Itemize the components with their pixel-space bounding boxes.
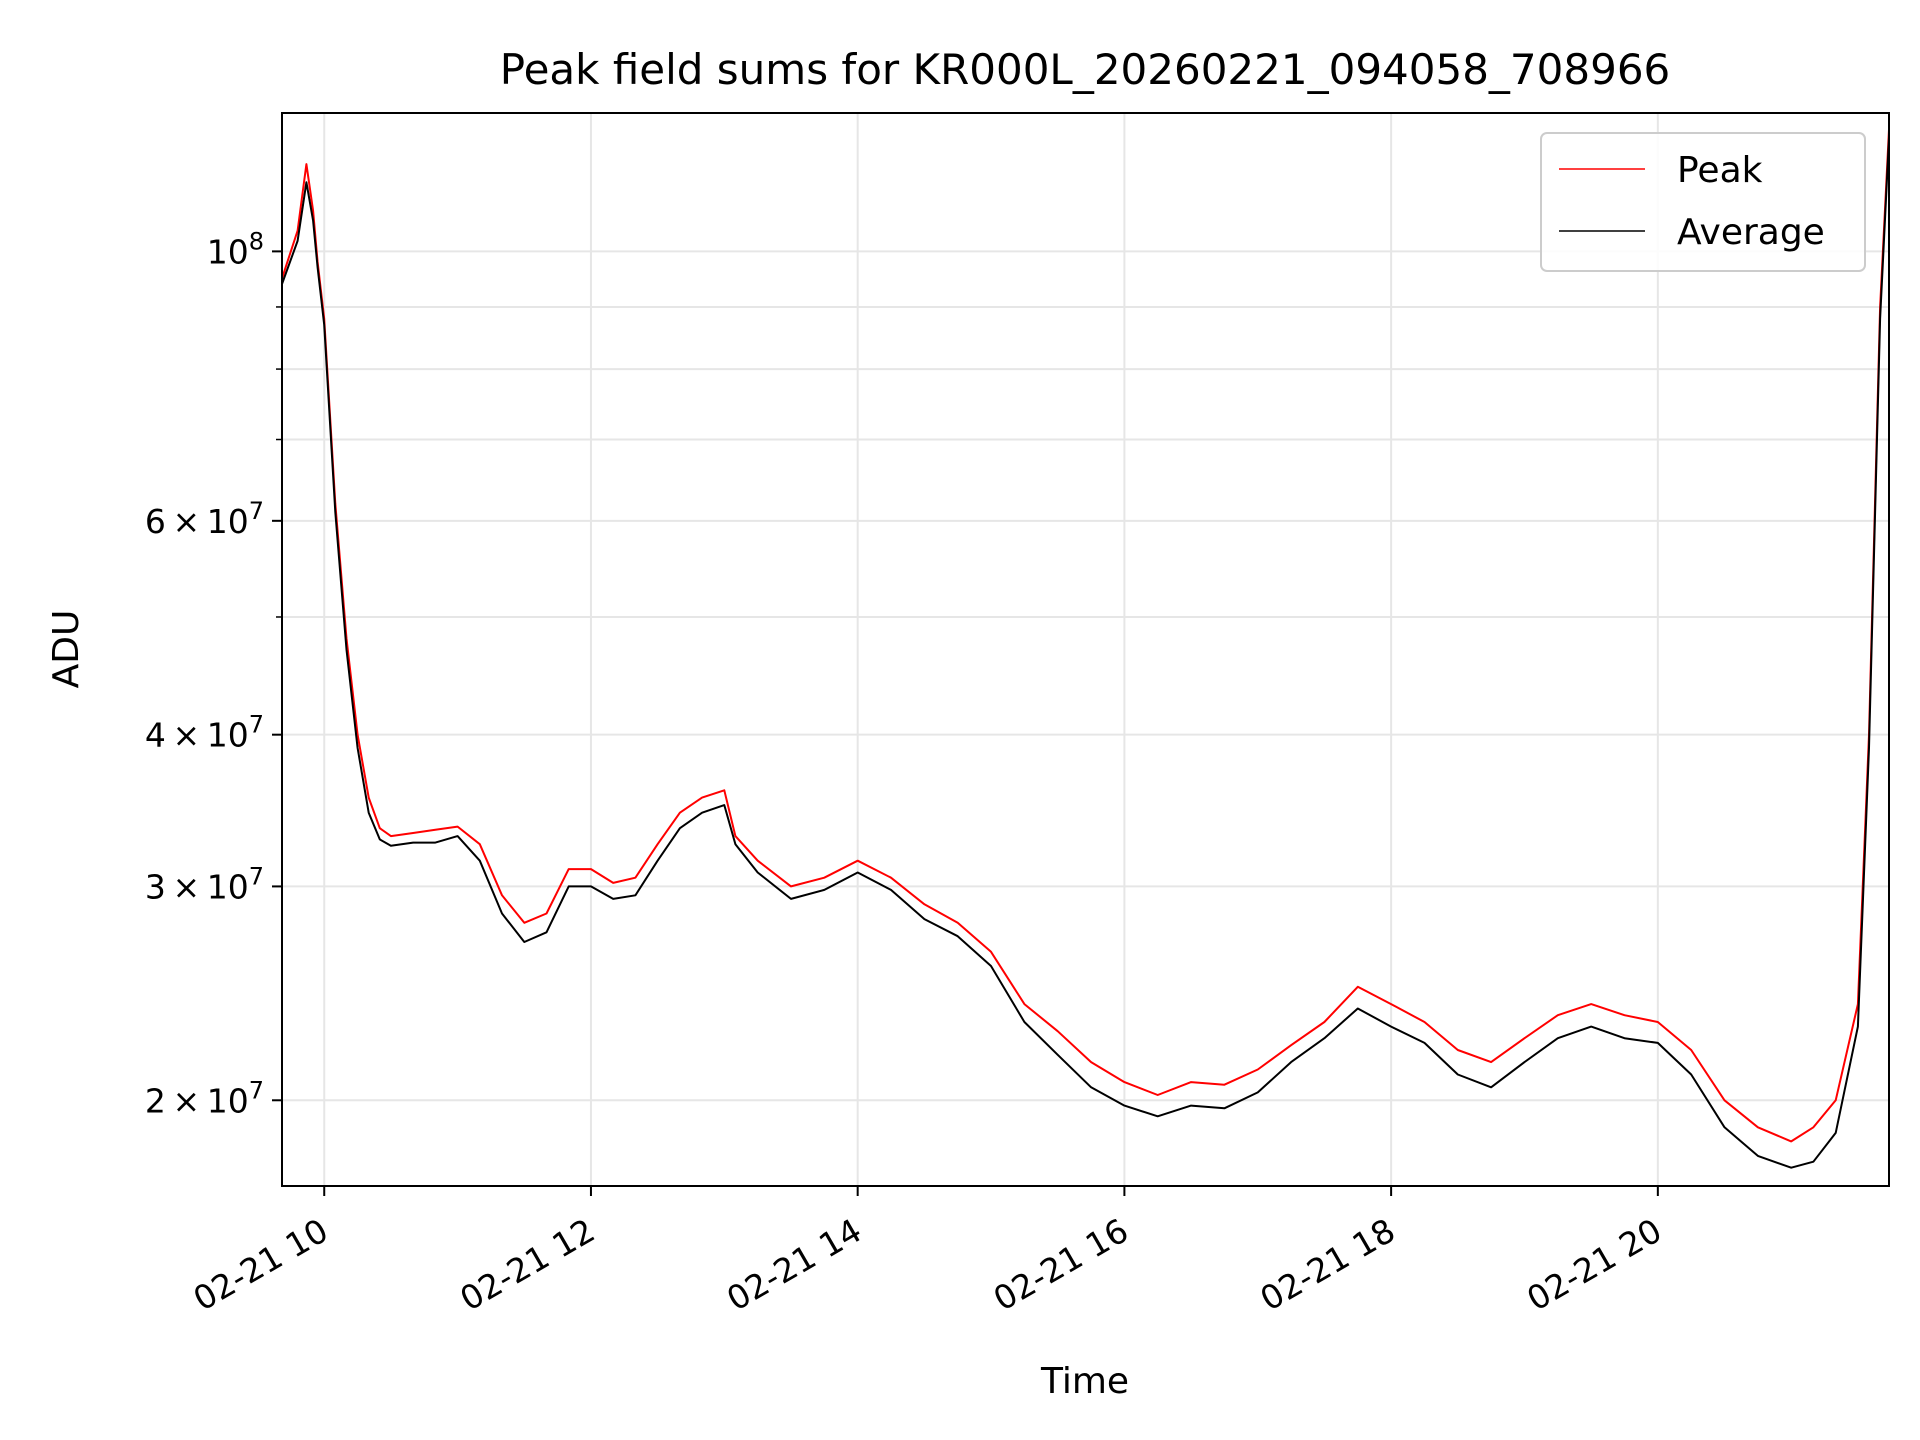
y-tick-label: 108: [207, 227, 264, 271]
chart-title: Peak field sums for KR000L_20260221_0940…: [500, 45, 1671, 94]
y-axis-label: ADU: [46, 610, 87, 689]
series-line-average: [281, 137, 1890, 1169]
y-tick-label: 6 × 107: [145, 497, 264, 541]
y-tick-label: 3 × 107: [145, 862, 264, 906]
axes-frame: [281, 112, 1890, 1187]
grid: [282, 113, 1889, 1186]
y-tick-label: 4 × 107: [145, 711, 264, 755]
y-axis: 2 × 107 3 × 107 4 × 107 6 × 107 108: [145, 227, 282, 1120]
legend-label-average: Average: [1677, 212, 1825, 253]
x-axis-label: Time: [1040, 1361, 1129, 1402]
legend-box: [1540, 132, 1866, 272]
legend: Peak Average: [1540, 132, 1866, 272]
y-tick-label: 2 × 107: [145, 1076, 264, 1120]
plot-area: [281, 129, 1890, 1169]
legend-label-peak: Peak: [1677, 150, 1763, 191]
series-line-peak: [281, 129, 1890, 1143]
